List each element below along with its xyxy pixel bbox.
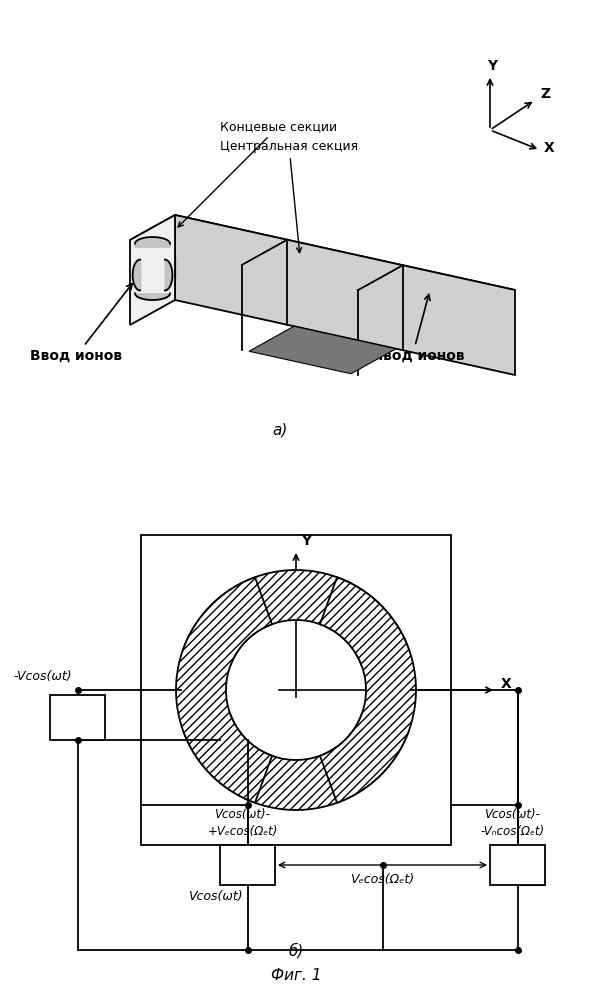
Polygon shape xyxy=(183,570,409,666)
Text: а): а) xyxy=(272,423,288,438)
Text: Vcos(ωt)-
+Vₑcos(Ωₑt): Vcos(ωt)- +Vₑcos(Ωₑt) xyxy=(208,808,278,838)
Polygon shape xyxy=(130,215,515,315)
Text: Ввод ионов: Ввод ионов xyxy=(30,284,132,363)
Text: 1: 1 xyxy=(72,708,83,726)
Text: Vcos(ωt)-
-Vₙcos(Ωₑt): Vcos(ωt)- -Vₙcos(Ωₑt) xyxy=(480,808,544,838)
Text: Vcos(ωt): Vcos(ωt) xyxy=(188,890,243,903)
Text: б): б) xyxy=(288,942,304,958)
Text: 2: 2 xyxy=(242,856,253,874)
Polygon shape xyxy=(175,215,515,375)
Text: Z: Z xyxy=(540,87,550,101)
Bar xyxy=(220,845,275,885)
Polygon shape xyxy=(249,326,396,374)
Text: X: X xyxy=(501,677,512,691)
Bar xyxy=(50,695,105,740)
Polygon shape xyxy=(183,714,409,810)
Text: -Vcos(ωt): -Vcos(ωt) xyxy=(14,670,72,683)
Text: Концевые секции: Концевые секции xyxy=(178,120,337,227)
Text: Y: Y xyxy=(487,59,497,73)
Bar xyxy=(490,845,545,885)
Polygon shape xyxy=(320,577,416,803)
Text: Вывод ионов: Вывод ионов xyxy=(360,294,465,363)
Text: Vₑcos(Ωₑt): Vₑcos(Ωₑt) xyxy=(350,873,415,886)
Text: Центральная секция: Центральная секция xyxy=(220,140,358,253)
Text: X: X xyxy=(544,141,554,155)
Text: 3: 3 xyxy=(512,856,523,874)
Text: Фиг. 1: Фиг. 1 xyxy=(271,968,321,983)
Text: Y: Y xyxy=(301,534,311,548)
Polygon shape xyxy=(130,215,175,325)
Polygon shape xyxy=(176,577,272,803)
